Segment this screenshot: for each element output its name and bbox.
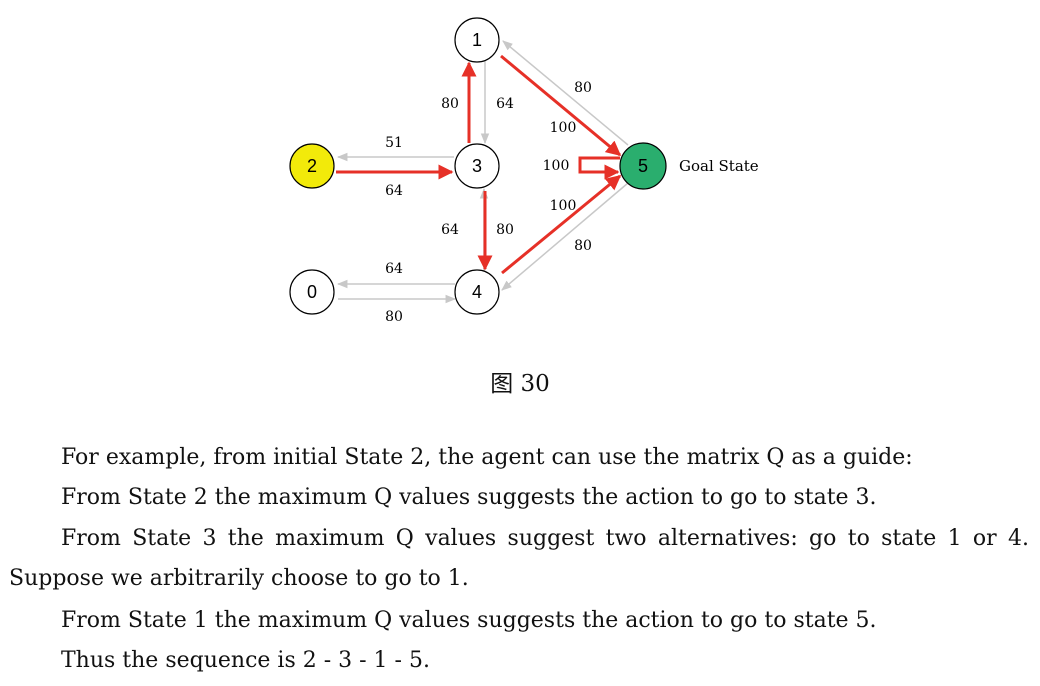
- node-3-circle: [454, 143, 500, 189]
- paragraph-5: Thus the sequence is 2 - 3 - 1 - 5.: [61, 648, 430, 673]
- node-4: 4: [454, 269, 500, 315]
- paragraph-1: For example, from initial State 2, the a…: [61, 445, 913, 470]
- edge-label-4-to-5: 100: [550, 198, 577, 214]
- q-learning-graph-figure: 51 64 80 64 64 80 64 80 80 100 100 100 8…: [289, 17, 759, 325]
- edge-label-1-to-5: 100: [550, 120, 577, 136]
- paragraph-4: From State 1 the maximum Q values sugges…: [61, 608, 877, 633]
- node-1-label: 1: [472, 30, 482, 50]
- node-4-label: 4: [472, 282, 482, 302]
- node-3-label: 3: [472, 156, 482, 176]
- node-0-label: 0: [307, 282, 317, 302]
- node-3: 3: [454, 143, 500, 189]
- node-1-circle: [454, 17, 500, 63]
- node-1: 1: [454, 17, 500, 63]
- node-0-circle: [289, 269, 335, 315]
- goal-state-label: Goal State: [679, 157, 759, 175]
- edge-label-0-to-4: 80: [385, 309, 403, 325]
- edge-label-3-to-4: 80: [496, 222, 514, 238]
- edge-label-4-to-3: 64: [441, 222, 459, 238]
- edge-label-5-to-4: 80: [574, 238, 592, 254]
- node-0: 0: [289, 269, 335, 315]
- node-2-label: 2: [307, 156, 317, 176]
- node-5: 5: [619, 142, 667, 190]
- node-2: 2: [289, 143, 335, 189]
- edge-label-5-self: 100: [543, 158, 570, 174]
- node-4-circle: [454, 269, 500, 315]
- edge-label-5-to-1: 80: [574, 80, 592, 96]
- edge-5-to-4: [501, 182, 629, 291]
- edge-5-to-1: [502, 40, 629, 146]
- paragraph-2: From State 2 the maximum Q values sugges…: [61, 485, 877, 510]
- paragraph-3-line-2: Suppose we arbitrarily choose to go to 1…: [9, 566, 469, 591]
- edge-label-4-to-0: 64: [385, 261, 403, 277]
- edge-label-3-to-2: 51: [385, 135, 403, 151]
- node-5-label: 5: [638, 156, 648, 176]
- edge-1-to-5: [500, 54, 622, 157]
- paragraph-3-line-1: From State 3 the maximum Q values sugges…: [61, 526, 1029, 551]
- edge-label-2-to-3: 64: [385, 183, 403, 199]
- edge-5-self-loop: [578, 156, 620, 180]
- figure-caption: 图 30: [490, 371, 550, 397]
- node-5-circle: [619, 142, 667, 190]
- edge-label-3-to-1: 80: [441, 96, 459, 112]
- node-2-circle: [289, 143, 335, 189]
- edge-4-to-5: [501, 174, 622, 275]
- edge-label-1-to-3: 64: [496, 96, 514, 112]
